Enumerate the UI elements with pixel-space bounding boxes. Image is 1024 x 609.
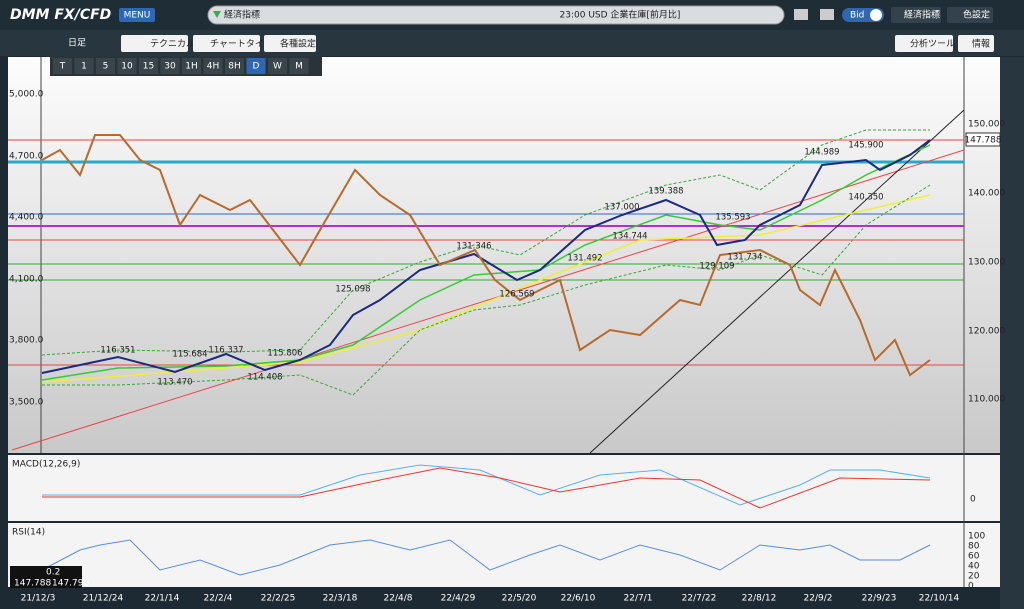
date-label: 22/9/2 — [804, 594, 833, 604]
price-annotation: 129.109 — [699, 262, 734, 272]
timeframe-label: W — [273, 62, 282, 72]
info-label: 情報 — [972, 38, 990, 50]
price-annotation: 140.350 — [848, 193, 883, 203]
price-annotation: 114.408 — [247, 373, 282, 383]
macd-label: MACD(12,26,9) — [12, 460, 80, 470]
date-label: 22/7/1 — [624, 594, 653, 604]
price-annotation: 115.806 — [267, 349, 302, 359]
current-price: 147.788 — [964, 136, 1001, 146]
rsi-axis-label: 0 — [968, 582, 974, 592]
date-label: 22/2/25 — [261, 594, 296, 604]
price-annotation: 139.388 — [648, 187, 683, 197]
technical-label: テクニカル — [150, 39, 195, 50]
timeframe-label: 5 — [103, 62, 109, 72]
bid-label: Bid — [850, 11, 864, 21]
timeframe-label: D — [253, 62, 260, 72]
period-label[interactable]: 日足 — [68, 38, 86, 49]
logo: DMM FX/CFD — [10, 7, 111, 23]
left-axis-label: 4,700.0 — [9, 152, 44, 162]
timeframe-label: 4H — [207, 62, 220, 72]
color-label: 色設定 — [963, 9, 990, 21]
analysis-label: 分析ツール — [910, 38, 955, 50]
date-label: 22/7/22 — [682, 594, 717, 604]
left-axis-label: 4,400.0 — [9, 213, 44, 223]
right-axis-label: 150.000 — [968, 120, 1005, 130]
price-annotation: 125.098 — [335, 285, 370, 295]
cursor-spread: 0.2 — [46, 568, 60, 578]
price-annotation: 145.900 — [848, 141, 883, 151]
settings-label: 各種設定 — [280, 38, 316, 50]
date-label: 22/9/23 — [862, 594, 897, 604]
date-label: 22/1/14 — [145, 594, 180, 604]
date-label: 22/4/29 — [441, 594, 476, 604]
price-annotation: 113.470 — [157, 378, 192, 388]
rsi-axis-label: 40 — [968, 562, 980, 572]
macd-axis: 0 — [970, 495, 976, 505]
right-axis-label: 110.000 — [968, 395, 1005, 405]
rsi-axis-label: 80 — [968, 542, 980, 552]
toggle-knob — [870, 9, 882, 21]
price-annotation: 115.684 — [172, 350, 207, 360]
timeframe-label: 1H — [185, 62, 198, 72]
timeframe-label: 15 — [143, 62, 154, 72]
date-label: 22/5/20 — [502, 594, 537, 604]
rsi-panel — [8, 523, 1000, 587]
date-label: 22/3/18 — [323, 594, 358, 604]
news-ticker: 23:00 USD 企業在庫[前月比] — [560, 9, 681, 21]
price-annotation: 135.593 — [715, 213, 750, 223]
price-annotation: 137.000 — [604, 203, 639, 213]
right-axis-label: 130.000 — [968, 258, 1005, 268]
main-chart — [8, 57, 1000, 453]
rsi-label: RSI(14) — [12, 528, 45, 538]
price-annotation: 131.492 — [567, 254, 602, 264]
date-label: 21/12/24 — [83, 594, 124, 604]
rsi-axis-label: 100 — [968, 532, 985, 542]
print-icon[interactable] — [794, 9, 808, 20]
date-label: 22/4/8 — [384, 594, 413, 604]
left-axis-label: 3,800.0 — [9, 336, 44, 346]
cursor-ask: 147.790 — [52, 579, 89, 589]
date-label: 22/8/12 — [742, 594, 777, 604]
timeframe-label: 30 — [164, 62, 176, 72]
date-label: 22/2/4 — [204, 594, 233, 604]
rsi-axis-label: 60 — [968, 552, 980, 562]
price-annotation: 144.989 — [804, 148, 839, 158]
econ-label: 経済指標 — [904, 9, 940, 21]
menu-label: MENU — [124, 11, 151, 21]
price-annotation: 126.569 — [499, 290, 534, 300]
price-annotation: 134.744 — [612, 232, 647, 242]
price-annotation: 131.346 — [456, 242, 491, 252]
timeframe-label: 10 — [121, 62, 133, 72]
price-annotation: 116.337 — [208, 346, 243, 356]
timeframe-label: T — [59, 62, 66, 72]
macd-panel — [8, 455, 1000, 521]
timeframe-label: 8H — [228, 62, 241, 72]
cursor-bid: 147.788 — [14, 579, 51, 589]
left-axis-label: 5,000.0 — [9, 90, 44, 100]
camera-icon[interactable] — [820, 9, 834, 20]
timeframe-label: 1 — [81, 62, 87, 72]
left-axis-label: 3,500.0 — [9, 398, 44, 408]
right-axis-label: 120.000 — [968, 327, 1005, 337]
date-label: 21/12/3 — [21, 594, 56, 604]
rsi-axis-label: 20 — [968, 572, 980, 582]
news-bar[interactable] — [208, 6, 784, 24]
chart-type-label: チャートタイプ — [210, 39, 273, 50]
left-axis-label: 4,100.0 — [9, 275, 44, 285]
price-annotation: 116.351 — [100, 346, 135, 356]
date-label: 22/10/14 — [919, 594, 960, 604]
news-button: 経済指標 — [224, 9, 260, 21]
date-label: 22/6/10 — [561, 594, 596, 604]
timeframe-label: M — [295, 62, 303, 72]
right-axis-label: 140.000 — [968, 189, 1005, 199]
